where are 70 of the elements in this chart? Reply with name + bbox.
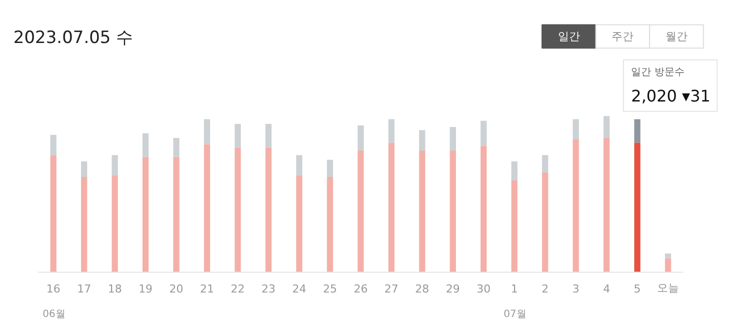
bar (603, 138, 610, 272)
x-tick-label: 26 (354, 282, 368, 296)
x-tick-label: 22 (230, 282, 245, 296)
bar (234, 124, 241, 148)
bar (480, 120, 487, 146)
bar (204, 119, 210, 144)
bar (419, 130, 426, 150)
bar (450, 150, 456, 272)
bar (634, 142, 640, 272)
bar (173, 156, 180, 272)
bar (419, 150, 426, 272)
x-tick-label: 29 (446, 282, 460, 296)
bar (112, 155, 118, 176)
bar (450, 127, 456, 150)
x-tick-label: 17 (77, 282, 92, 296)
x-tick-label: 19 (138, 282, 153, 296)
bar (112, 175, 118, 272)
x-tick-label: 5 (634, 282, 641, 296)
text: 월간 (665, 30, 688, 43)
bar (572, 119, 579, 140)
bar (664, 254, 672, 258)
bar (234, 147, 241, 272)
x-tick-label: 28 (415, 282, 430, 296)
x-tick-label: 3 (572, 282, 580, 296)
bar (81, 161, 88, 177)
bar (388, 142, 395, 272)
text: 주간 (612, 30, 634, 43)
x-tick-label: 30 (476, 282, 491, 296)
bar (296, 155, 302, 176)
annotation: 일간 방문수 2,020 ▾31 (631, 66, 710, 106)
bar (265, 147, 272, 272)
x-tick-label: 4 (603, 282, 610, 296)
bar (204, 144, 210, 272)
bar (572, 140, 579, 272)
bar (358, 125, 364, 150)
x-tick-label: 16 (46, 282, 60, 296)
bar (480, 146, 487, 272)
x-tick-label: 27 (384, 282, 398, 296)
bar (388, 119, 395, 143)
x-tick-label: 23 (262, 282, 276, 296)
bar (664, 258, 672, 272)
bar (265, 124, 272, 148)
bar (50, 134, 56, 156)
bar (542, 172, 548, 272)
x-tick-label: 오늘 (657, 281, 680, 294)
bar (358, 150, 364, 272)
bar (173, 138, 180, 157)
x-tick-label: 1 (510, 282, 518, 296)
chart-title: 2023.07.05 수 (13, 28, 134, 48)
x-tick-label: 21 (200, 282, 214, 296)
bar (511, 161, 518, 180)
x-tick-label: 24 (292, 282, 306, 296)
bar (603, 116, 610, 138)
bar (142, 133, 149, 157)
bar (542, 155, 548, 172)
x-tick-label: 2 (542, 282, 549, 296)
text: 일간 (558, 30, 580, 43)
bar (50, 155, 56, 272)
bar (326, 160, 334, 177)
x-tick-label: 25 (322, 282, 337, 296)
bar (81, 176, 88, 272)
bar (142, 156, 149, 272)
x-tick-label: 20 (169, 282, 184, 296)
bar (296, 175, 302, 272)
bar (634, 119, 640, 143)
text: 06월 (42, 308, 66, 320)
x-tick-label: 18 (108, 282, 122, 296)
text: 07월 (504, 308, 526, 320)
bar (326, 176, 334, 272)
bar (511, 180, 518, 272)
